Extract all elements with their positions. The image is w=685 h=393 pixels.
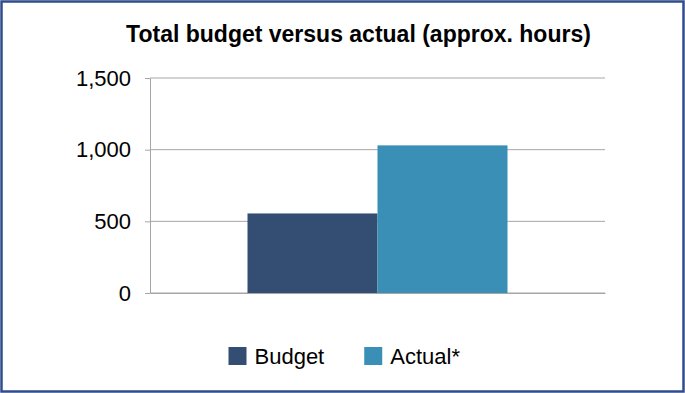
y-tick-label: 0 [119, 281, 131, 306]
legend-label: Budget [255, 344, 325, 369]
y-tick-label: 500 [94, 209, 131, 234]
legend: Budget Actual* [229, 344, 461, 369]
title: Total budget versus actual (approx. hour… [126, 21, 591, 47]
grid-line [150, 78, 605, 79]
legend-label: Actual* [390, 344, 460, 369]
chart: Total budget versus actual (approx. hour… [0, 0, 685, 393]
y-tick: 1,500 [76, 66, 150, 91]
y-tick-mark [145, 78, 150, 79]
y-tick-mark [145, 293, 150, 294]
x-axis-line [151, 293, 606, 294]
grid [150, 78, 605, 293]
y-tick-mark [145, 150, 150, 151]
y-tick-label: 1,500 [76, 66, 131, 91]
legend-item: Budget [229, 344, 325, 369]
y-tick-label: 1,000 [76, 137, 131, 162]
legend-swatch [229, 347, 247, 365]
legend-swatch [364, 347, 382, 365]
legend-item: Actual* [364, 344, 460, 369]
y-tick: 0 [119, 281, 150, 306]
bar [378, 145, 508, 293]
chart-border [2, 2, 684, 392]
y-tick: 500 [94, 209, 150, 234]
y-axis: 0 500 1,000 1,500 [76, 66, 151, 306]
y-tick: 1,000 [76, 137, 150, 162]
bars [248, 145, 508, 293]
bar [248, 213, 378, 293]
y-axis-line [150, 79, 151, 294]
y-tick-mark [145, 221, 150, 222]
